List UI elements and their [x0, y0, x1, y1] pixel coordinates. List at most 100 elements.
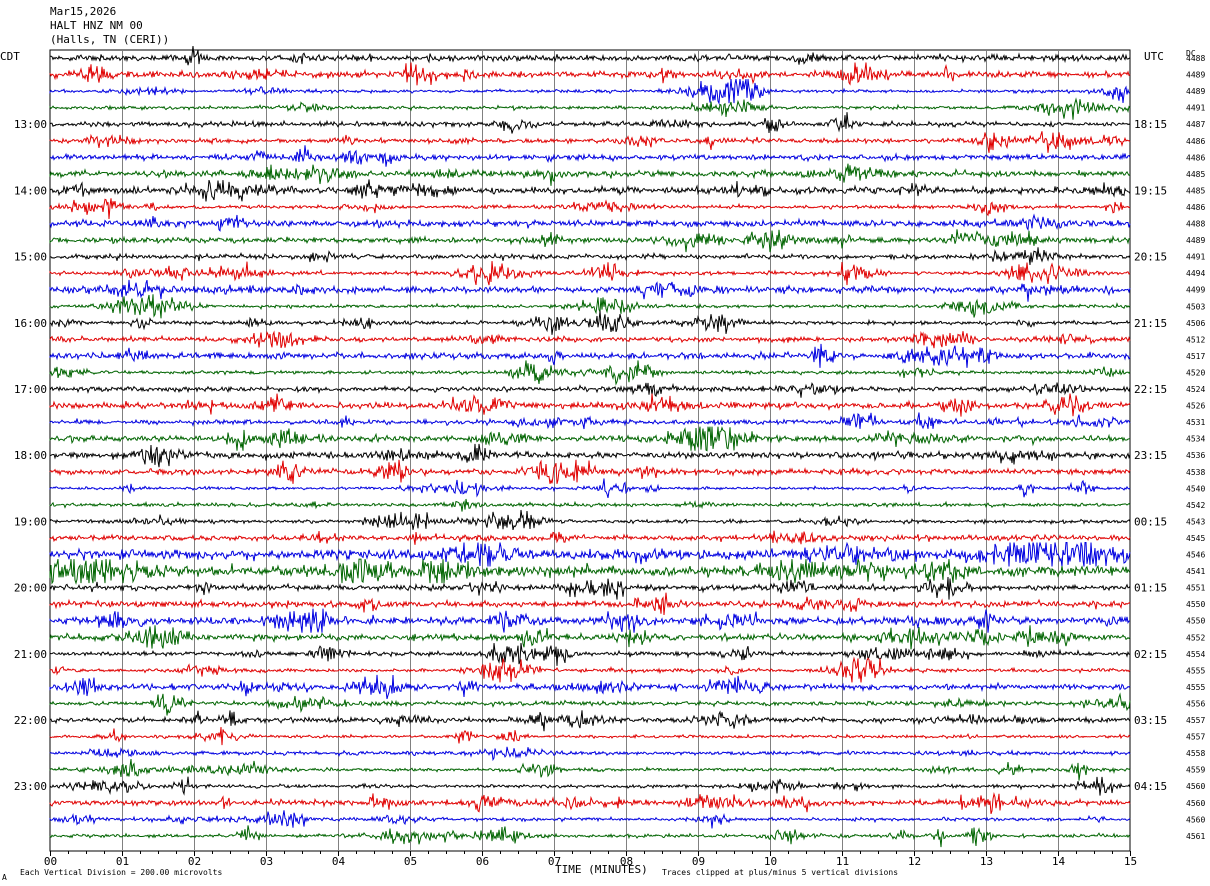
right-hour-label: 18:15 — [1134, 118, 1167, 131]
dc-value-label: 4546 — [1186, 551, 1205, 560]
left-hour-label: 21:00 — [14, 648, 47, 661]
trace-43 — [49, 759, 1131, 781]
trace-22 — [49, 412, 1131, 430]
x-axis-label: TIME (MINUTES) — [555, 863, 648, 876]
dc-value-label: 4554 — [1186, 650, 1205, 659]
trace-14 — [49, 279, 1131, 302]
right-hour-label: 00:15 — [1134, 515, 1167, 528]
trace-15 — [49, 294, 1131, 319]
dc-value-label: 4560 — [1186, 782, 1205, 791]
right-hour-label: 03:15 — [1134, 714, 1167, 727]
dc-value-label: 4557 — [1186, 716, 1205, 725]
x-tick-label: 11 — [836, 855, 849, 868]
trace-31 — [49, 558, 1131, 585]
trace-46 — [49, 810, 1131, 829]
scale-note: Each Vertical Division = 200.00 microvol… — [20, 868, 223, 877]
trace-26 — [49, 478, 1131, 499]
x-tick-label: 08 — [620, 855, 633, 868]
dc-value-label: 4551 — [1186, 584, 1205, 593]
x-tick-label: 00 — [44, 855, 57, 868]
x-tick-label: 13 — [980, 855, 993, 868]
trace-39 — [49, 692, 1131, 716]
dc-value-label: 4489 — [1186, 71, 1205, 80]
x-tick-label: 04 — [332, 855, 346, 868]
x-tick-label: 03 — [260, 855, 273, 868]
trace-29 — [49, 530, 1131, 545]
dc-value-label: 4541 — [1186, 567, 1205, 576]
dc-value-label: 4499 — [1186, 286, 1205, 295]
trace-6 — [49, 145, 1131, 167]
dc-value-label: 4486 — [1186, 153, 1205, 162]
trace-30 — [49, 541, 1131, 567]
dc-value-label: 4485 — [1186, 170, 1205, 179]
left-hour-label: 19:00 — [14, 515, 47, 528]
right-hour-label: 22:15 — [1134, 383, 1167, 396]
plot-date: Mar15,2026 — [50, 5, 117, 18]
right-hour-label: 21:15 — [1134, 317, 1167, 330]
x-tick-label: 02 — [188, 855, 201, 868]
dc-value-label: 4556 — [1186, 699, 1205, 708]
trace-12 — [49, 247, 1131, 265]
dc-value-label: 4561 — [1186, 832, 1205, 841]
left-hour-label: 16:00 — [14, 317, 47, 330]
trace-5 — [49, 131, 1131, 153]
trace-11 — [49, 229, 1131, 253]
dc-value-label: 4531 — [1186, 418, 1205, 427]
trace-13 — [49, 261, 1131, 286]
trace-10 — [49, 213, 1131, 232]
dc-value-label: 4550 — [1186, 617, 1205, 626]
trace-20 — [49, 382, 1131, 398]
trace-35 — [49, 625, 1131, 650]
dc-value-label: 4487 — [1186, 120, 1205, 129]
dc-value-label: 4526 — [1186, 402, 1205, 411]
dc-value-label: 4517 — [1186, 352, 1205, 361]
trace-1 — [49, 62, 1131, 86]
left-hour-label: 15:00 — [14, 251, 47, 264]
right-hour-label: 23:15 — [1134, 449, 1167, 462]
dc-value-label: 4545 — [1186, 534, 1205, 543]
dc-value-label: 4558 — [1186, 749, 1205, 758]
dc-value-label: 4557 — [1186, 733, 1205, 742]
trace-34 — [49, 608, 1130, 633]
plot-frame — [49, 49, 1131, 852]
trace-42 — [49, 746, 1131, 762]
dc-value-label: 4489 — [1186, 236, 1205, 245]
dc-value-label: 4491 — [1186, 104, 1205, 113]
x-tick-label: 05 — [404, 855, 417, 868]
trace-45 — [49, 792, 1131, 814]
trace-21 — [49, 393, 1131, 417]
dc-value-label: 4560 — [1186, 815, 1205, 824]
dc-value-label: 4488 — [1186, 220, 1205, 229]
right-hour-label: 02:15 — [1134, 648, 1167, 661]
trace-0 — [49, 45, 1131, 66]
trace-32 — [49, 576, 1131, 600]
right-hour-label: 19:15 — [1134, 184, 1167, 197]
x-tick-label: 12 — [908, 855, 921, 868]
left-hour-label: 13:00 — [14, 118, 47, 131]
x-tick-label: 15 — [1124, 855, 1137, 868]
right-hour-label: 01:15 — [1134, 582, 1167, 595]
dc-value-label: 4543 — [1186, 517, 1205, 526]
left-hour-label: 17:00 — [14, 383, 47, 396]
clip-note: Traces clipped at plus/minus 5 vertical … — [662, 868, 899, 877]
trace-33 — [49, 592, 1131, 616]
station-location: (Halls, TN (CERI)) — [50, 33, 170, 46]
x-tick-label: 09 — [692, 855, 705, 868]
right-hour-label: 20:15 — [1134, 251, 1167, 264]
dc-value-label: 4512 — [1186, 335, 1205, 344]
station-code: HALT HNZ NM 00 — [50, 19, 143, 32]
trace-8 — [49, 179, 1131, 202]
left-hour-label: 20:00 — [14, 582, 47, 595]
corner-mark: A — [2, 873, 7, 882]
trace-41 — [49, 726, 1131, 746]
trace-24 — [49, 443, 1131, 468]
dc-value-label: 4503 — [1186, 302, 1205, 311]
left-hour-label: 14:00 — [14, 184, 47, 197]
right-timezone-label: UTC — [1144, 50, 1164, 63]
dc-value-label: 4540 — [1186, 484, 1205, 493]
trace-27 — [49, 498, 1131, 512]
left-timezone-label: CDT — [0, 50, 20, 63]
trace-36 — [49, 642, 1131, 666]
dc-value-label: 4485 — [1186, 186, 1205, 195]
